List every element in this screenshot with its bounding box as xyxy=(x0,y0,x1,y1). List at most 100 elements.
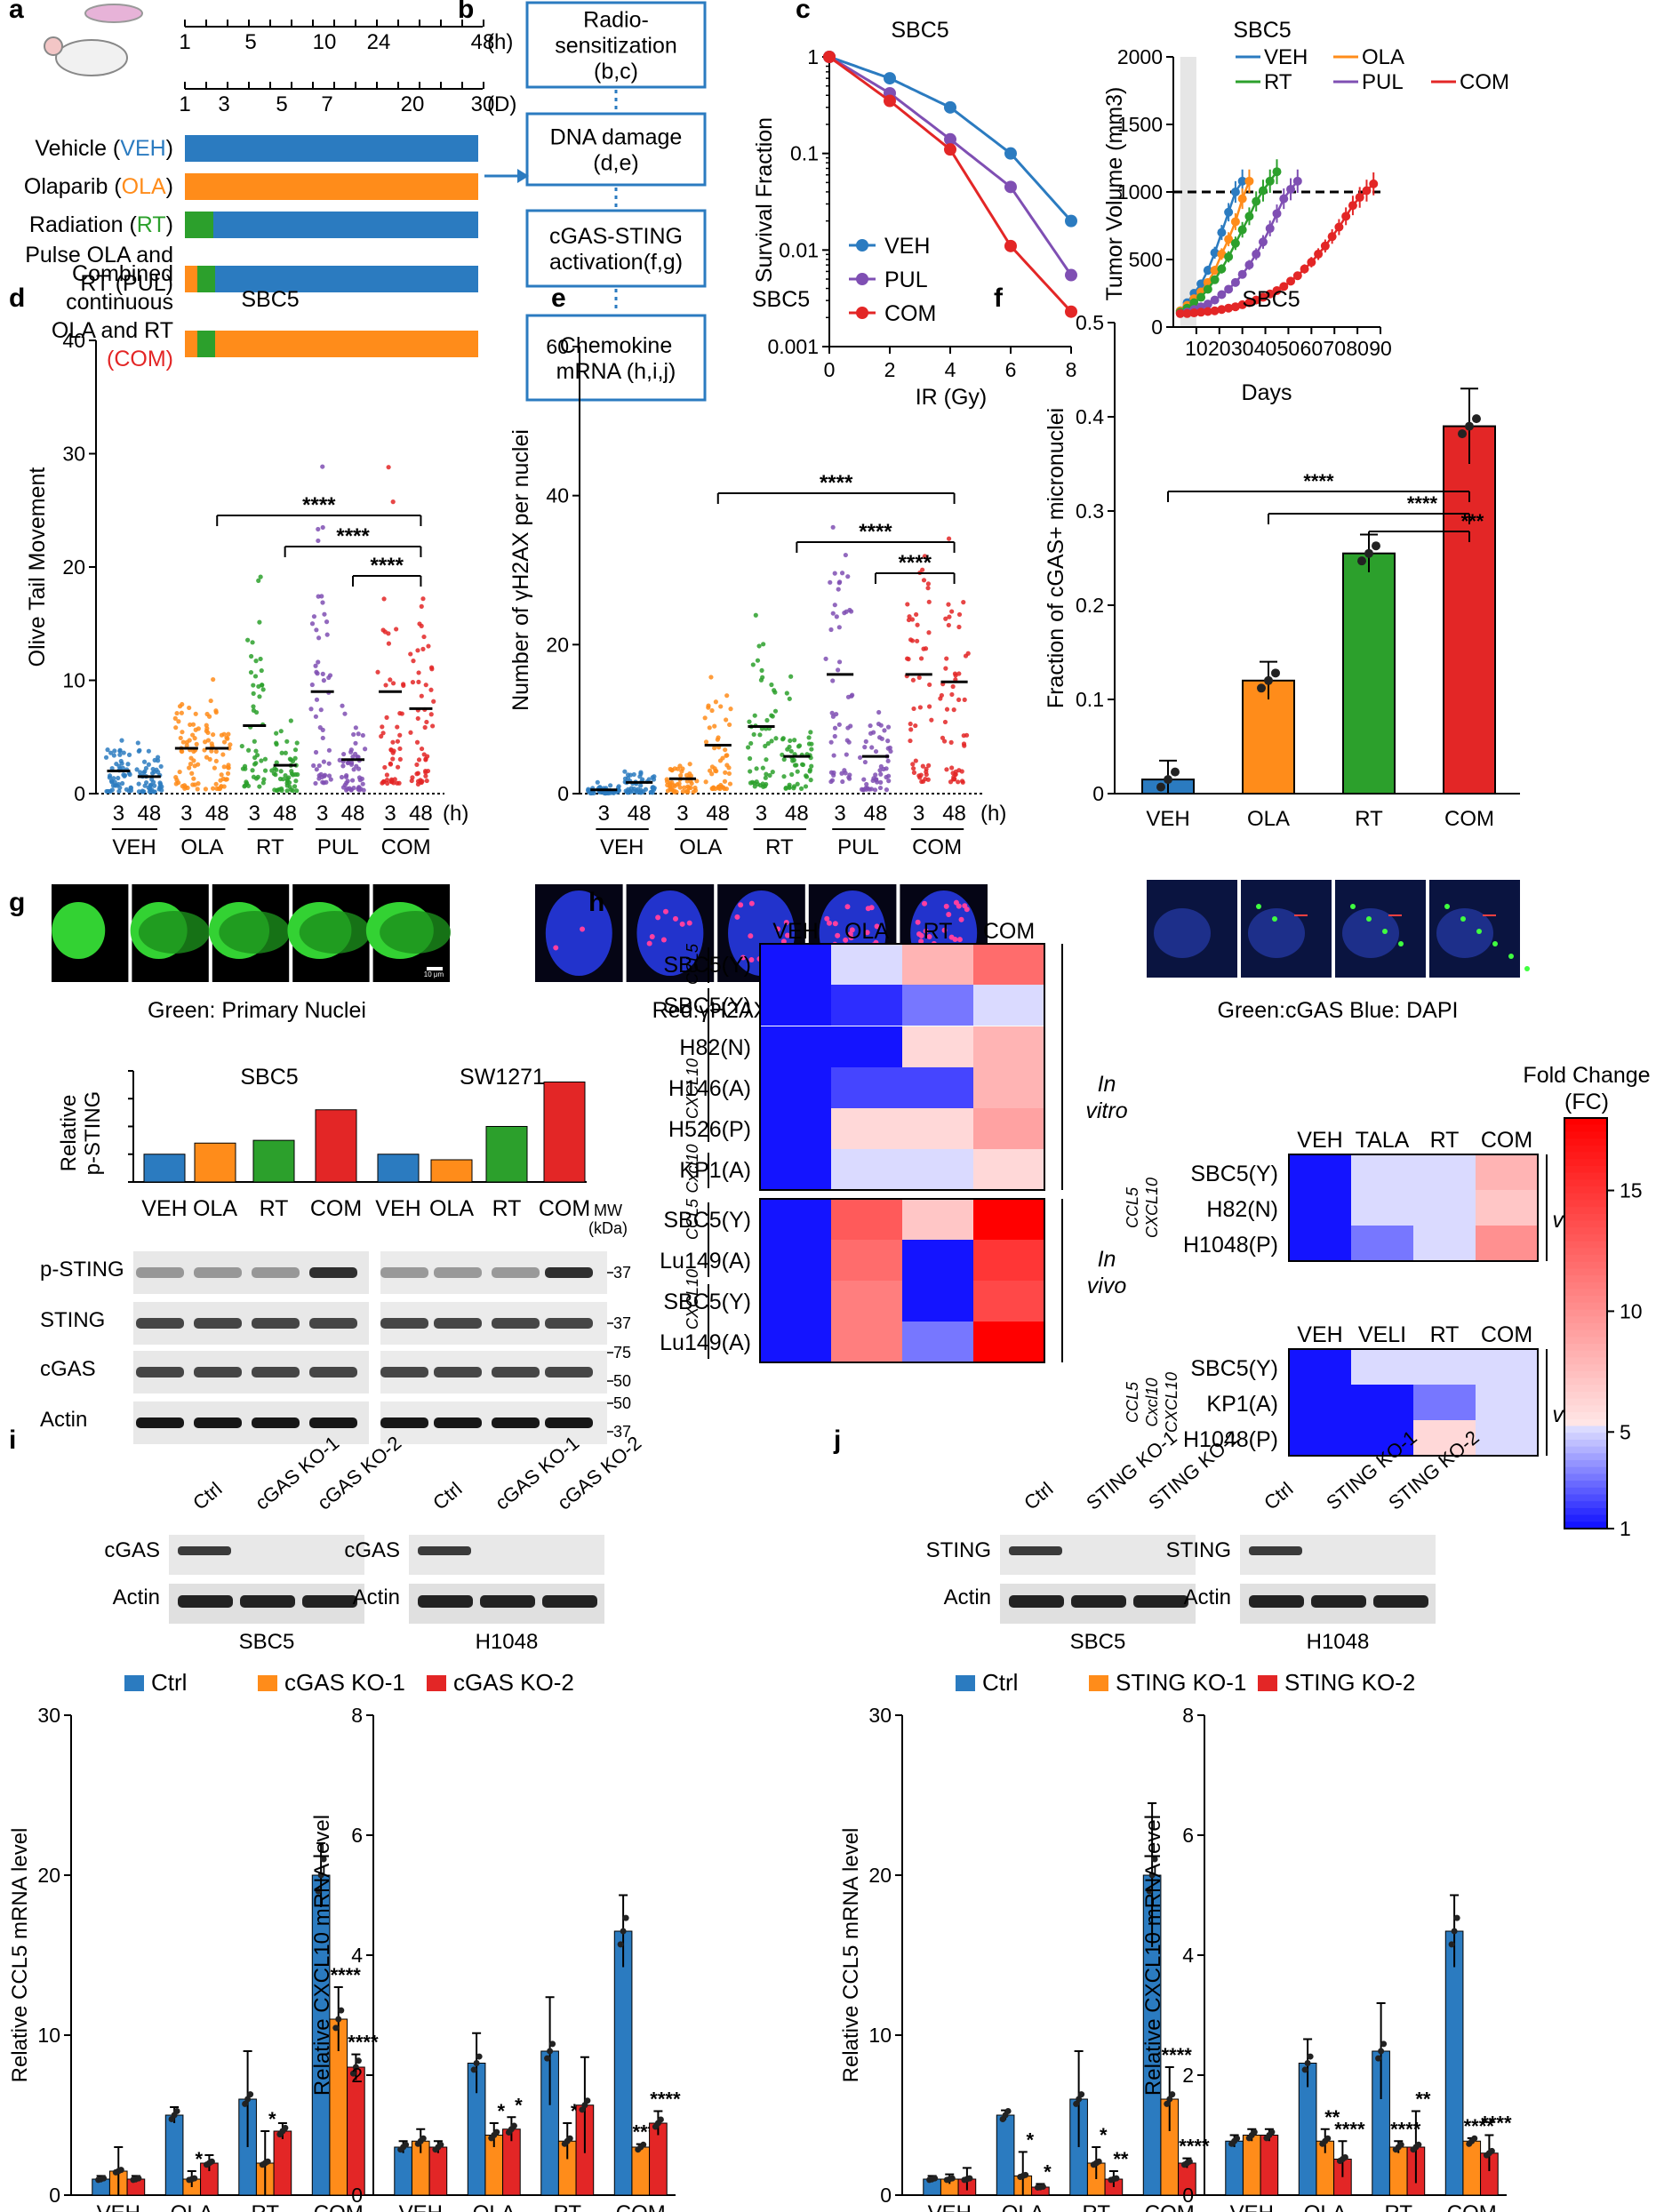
e-dot xyxy=(840,779,845,785)
d-dot xyxy=(293,779,299,784)
g-ylabel-bottom: p-STING xyxy=(81,1091,105,1176)
foci-dot xyxy=(946,912,952,918)
rt-arm-bar xyxy=(185,212,478,238)
h-tr-gene: CXCL10 xyxy=(1143,1178,1161,1238)
j-blot-col: Ctrl xyxy=(1260,1478,1297,1514)
arm-label-line: Combined xyxy=(72,261,173,286)
j-bar xyxy=(1388,2146,1408,2196)
arm-label: Vehicle (VEH) xyxy=(35,136,173,161)
d-dot xyxy=(140,788,145,794)
d-dot xyxy=(316,659,321,665)
d-dot xyxy=(420,596,426,602)
d-dot xyxy=(240,766,246,771)
g-cell-label: SW1271 xyxy=(460,1065,545,1090)
d-dot xyxy=(194,741,199,747)
e-dot xyxy=(951,707,956,713)
d-dot xyxy=(292,784,298,789)
e-dot xyxy=(869,745,875,750)
g-band xyxy=(252,1417,300,1428)
g-mw-marker: 75 xyxy=(613,1344,631,1362)
d-dot xyxy=(320,464,325,469)
h-cell xyxy=(973,1322,1044,1362)
h-col-label: OLA xyxy=(844,919,889,944)
arm-label-close: ) xyxy=(166,136,173,161)
h-legend-gradient xyxy=(1564,1412,1607,1420)
h-cell xyxy=(902,1149,973,1190)
i-ytick: 4 xyxy=(351,1944,363,1967)
e-dot xyxy=(950,683,956,690)
e-dot xyxy=(772,688,777,693)
foci-dot xyxy=(864,930,870,936)
j-star: ** xyxy=(1415,2088,1431,2111)
g-band xyxy=(136,1417,184,1428)
d-dot xyxy=(415,781,421,787)
e-ytick: 40 xyxy=(546,484,569,507)
j-bar xyxy=(1225,2140,1244,2196)
h-cell xyxy=(831,1067,902,1108)
e-dot xyxy=(597,785,603,790)
c-point-com xyxy=(1327,232,1337,242)
c-point-ola xyxy=(1230,217,1240,227)
d-dot xyxy=(109,766,115,771)
foci-dot xyxy=(843,937,849,943)
e-dot xyxy=(917,705,923,710)
nucleus-stain xyxy=(545,890,612,976)
e-dot xyxy=(832,733,837,739)
d-dot xyxy=(191,776,196,781)
i-xtick: VEH xyxy=(399,2201,443,2212)
d-dot xyxy=(274,760,279,765)
micronuclei-dot xyxy=(1492,941,1498,946)
j-dot xyxy=(1234,2135,1241,2142)
g-xtick: VEH xyxy=(141,1196,187,1221)
h-cell xyxy=(902,1240,973,1281)
e-dot xyxy=(836,580,842,586)
d-dot xyxy=(253,748,259,754)
j-dot xyxy=(1453,1914,1460,1921)
h-legend-gradient xyxy=(1564,1248,1607,1256)
h-br-cell xyxy=(1413,1349,1476,1385)
h-cell xyxy=(831,1240,902,1281)
d-ytick: 40 xyxy=(62,329,85,352)
g-blot-label: cGAS xyxy=(40,1357,96,1381)
j-legend-label: STING KO-1 xyxy=(1116,1669,1246,1696)
e-dot xyxy=(834,614,839,619)
e-time-label: 48 xyxy=(942,802,966,826)
c-point-ola xyxy=(1217,249,1227,259)
e-unit: (h) xyxy=(980,802,1006,826)
d-dot xyxy=(313,749,319,755)
h-gene-label: CCL5 xyxy=(684,943,701,985)
h-cell xyxy=(973,1026,1044,1067)
e-dot xyxy=(669,767,675,773)
h-legend-title: Fold Change xyxy=(1523,1063,1650,1088)
f-xtick: COM xyxy=(1444,807,1494,831)
b-legend-marker xyxy=(856,273,868,285)
e-dot xyxy=(708,675,714,680)
foci-dot xyxy=(748,933,754,939)
d-time-label: 3 xyxy=(249,802,260,826)
foci-dot xyxy=(775,926,781,932)
e-dot xyxy=(830,678,836,683)
panel-letter-j: j xyxy=(833,1425,841,1455)
b-title: SBC5 xyxy=(891,18,948,43)
h-tr-row-label: SBC5(Y) xyxy=(1190,1162,1278,1186)
outcome-text: sensitization xyxy=(555,34,677,59)
h-legend-gradient xyxy=(1564,1213,1607,1222)
h-tr-cell xyxy=(1289,1190,1351,1226)
j-band xyxy=(1311,1595,1366,1608)
micronuclei-dot xyxy=(1398,941,1404,946)
e-dot xyxy=(788,748,794,754)
b-point-com xyxy=(884,94,896,108)
j-star: **** xyxy=(1162,2044,1193,2066)
e-dot xyxy=(789,771,795,778)
e-dot xyxy=(757,783,764,788)
c-xtick: 20 xyxy=(1208,337,1231,360)
d-dot xyxy=(345,760,350,766)
d-dot xyxy=(428,687,434,692)
j-dot xyxy=(1113,2175,1120,2182)
h-legend-gradient xyxy=(1564,1398,1607,1407)
h-gene-label: CXCL10 xyxy=(684,1269,701,1330)
e-dot xyxy=(860,787,867,793)
d-dot xyxy=(180,701,185,707)
h-cell xyxy=(831,1199,902,1240)
sig-stars: *** xyxy=(1461,510,1484,532)
